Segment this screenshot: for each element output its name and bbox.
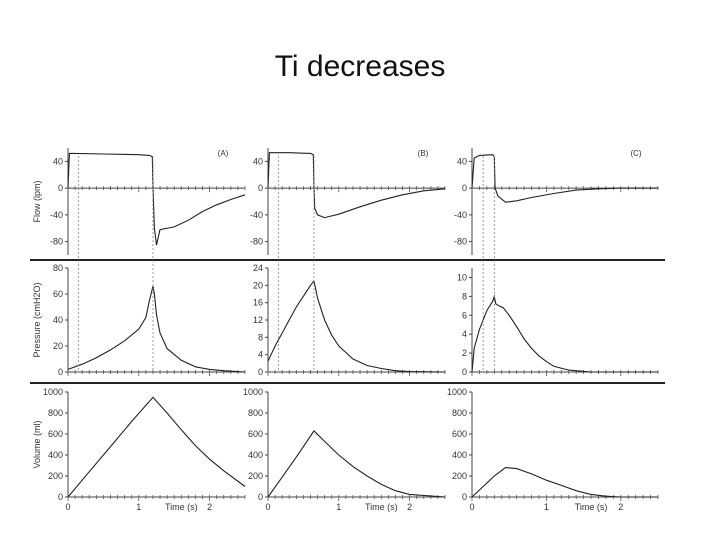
slide-title: Ti decreases (274, 50, 446, 83)
y-tick-label-r2c1-1: 800 (248, 408, 263, 418)
y-tick-label-r2c0-4: 200 (48, 471, 63, 481)
x-tick-label-r2c0-0: 0 (65, 502, 70, 512)
y-tick-label-r2c2-0: 1000 (447, 387, 467, 397)
y-tick-label-r0c0-3: -80 (50, 237, 63, 247)
y-tick-label-r1c2-3: 4 (462, 329, 467, 339)
y-tick-label-r1c1-5: 4 (258, 350, 263, 360)
y-tick-label-r1c2-4: 2 (462, 348, 467, 358)
panel-label-2: (C) (630, 149, 641, 158)
x-tick-label-r2c1-1: 1 (336, 502, 341, 512)
y-tick-label-r1c0-4: 0 (58, 367, 63, 377)
data-line-r0c1 (267, 152, 446, 219)
data-line-r2c0 (67, 396, 246, 498)
y-tick-label-r1c0-3: 20 (53, 341, 63, 351)
y-tick-label-r2c0-0: 1000 (43, 387, 63, 397)
y-tick-label-r2c0-5: 0 (58, 492, 63, 502)
y-axis-label-row0: Flow (lpm) (32, 180, 42, 222)
y-tick-label-r2c2-3: 400 (452, 450, 467, 460)
y-tick-label-r2c0-2: 600 (48, 429, 63, 439)
y-tick-label-r1c0-0: 80 (53, 263, 63, 273)
panel-label-1: (B) (418, 149, 429, 158)
y-tick-label-r2c2-1: 800 (452, 408, 467, 418)
data-line-r2c2 (471, 467, 658, 498)
panel-label-0: (A) (218, 149, 229, 158)
y-tick-label-r2c0-3: 400 (48, 450, 63, 460)
x-axis-label-2: Time (s) (575, 502, 608, 512)
y-tick-label-r0c2-3: -80 (454, 237, 467, 247)
x-axis-label-1: Time (s) (365, 502, 398, 512)
y-tick-label-r1c1-6: 0 (258, 367, 263, 377)
y-tick-label-r1c1-1: 20 (253, 280, 263, 290)
y-tick-label-r0c0-0: 40 (53, 156, 63, 166)
y-tick-label-r2c1-4: 200 (248, 471, 263, 481)
y-tick-label-r2c1-2: 600 (248, 429, 263, 439)
y-tick-label-r1c2-1: 8 (462, 291, 467, 301)
y-tick-label-r1c1-4: 8 (258, 332, 263, 342)
y-tick-label-r0c1-1: 0 (258, 183, 263, 193)
y-tick-label-r2c0-1: 800 (48, 408, 63, 418)
data-line-r0c2 (471, 154, 658, 203)
data-line-r1c0 (67, 286, 246, 373)
y-axis-label-row2: Volume (ml) (32, 420, 42, 468)
y-tick-label-r1c1-3: 12 (253, 315, 263, 325)
y-tick-label-r1c0-1: 60 (53, 289, 63, 299)
y-tick-label-r1c1-2: 16 (253, 298, 263, 308)
x-tick-label-r2c1-2: 2 (407, 502, 412, 512)
y-tick-label-r2c2-5: 0 (462, 492, 467, 502)
y-tick-label-r0c0-2: -40 (50, 210, 63, 220)
x-tick-label-r2c0-1: 1 (136, 502, 141, 512)
x-axis-label-0: Time (s) (165, 502, 198, 512)
data-line-r0c0 (67, 152, 246, 246)
y-tick-label-r2c2-2: 600 (452, 429, 467, 439)
x-tick-label-r2c1-0: 0 (265, 502, 270, 512)
data-line-r1c2 (471, 294, 658, 373)
data-line-r1c1 (267, 279, 446, 373)
y-tick-label-r0c1-2: -40 (250, 210, 263, 220)
y-tick-label-r1c2-5: 0 (462, 367, 467, 377)
y-tick-label-r1c2-2: 6 (462, 310, 467, 320)
x-tick-label-r2c2-2: 2 (618, 502, 623, 512)
y-tick-label-r0c1-3: -80 (250, 237, 263, 247)
y-tick-label-r0c2-2: -40 (454, 210, 467, 220)
y-tick-label-r2c1-0: 1000 (243, 387, 263, 397)
y-tick-label-r0c2-1: 0 (462, 183, 467, 193)
y-tick-label-r2c1-5: 0 (258, 492, 263, 502)
y-tick-label-r2c1-3: 400 (248, 450, 263, 460)
y-tick-label-r1c1-0: 24 (253, 263, 263, 273)
x-tick-label-r2c2-1: 1 (544, 502, 549, 512)
y-tick-label-r0c2-0: 40 (457, 156, 467, 166)
y-tick-label-r2c2-4: 200 (452, 471, 467, 481)
x-tick-label-r2c0-2: 2 (207, 502, 212, 512)
y-tick-label-r1c2-0: 10 (457, 272, 467, 282)
x-tick-label-r2c2-0: 0 (469, 502, 474, 512)
data-line-r2c1 (267, 430, 446, 498)
y-axis-label-row1: Pressure (cmH2O) (32, 282, 42, 357)
y-tick-label-r1c0-2: 40 (53, 315, 63, 325)
y-tick-label-r0c0-1: 0 (58, 183, 63, 193)
y-tick-label-r0c1-0: 40 (253, 156, 263, 166)
